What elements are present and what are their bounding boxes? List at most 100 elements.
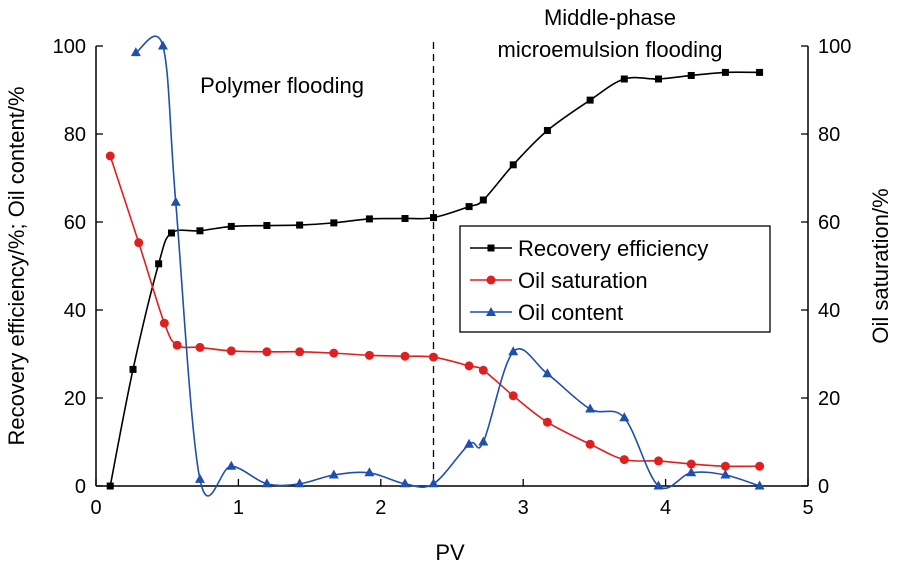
- point-recovery-efficiency-16: [586, 96, 594, 104]
- legend-label-oil-content: Oil content: [518, 300, 623, 325]
- point-recovery-efficiency-1: [129, 365, 137, 373]
- x-tick-label-4: 4: [660, 497, 671, 519]
- point-oil-content-1: [157, 40, 168, 50]
- series-recovery-efficiency: [106, 68, 764, 490]
- point-oil-content-19: [720, 469, 731, 479]
- point-oil-saturation-8: [329, 348, 339, 358]
- legend-label-oil-saturation: Oil saturation: [518, 268, 648, 293]
- point-oil-content-10: [428, 478, 439, 488]
- point-oil-saturation-16: [585, 439, 595, 449]
- point-oil-saturation-15: [542, 417, 552, 427]
- point-recovery-efficiency-9: [365, 215, 373, 223]
- x-tick-label-0: 0: [90, 497, 101, 519]
- y-right-tick-label-40: 40: [818, 300, 840, 322]
- x-tick-label-2: 2: [375, 497, 386, 519]
- point-oil-saturation-1: [134, 238, 144, 248]
- legend-marker-oil-saturation: [486, 275, 496, 285]
- y-left-tick-label-60: 60: [64, 212, 86, 234]
- point-oil-content-4: [226, 460, 237, 470]
- point-oil-content-9: [400, 478, 411, 488]
- point-recovery-efficiency-5: [227, 222, 235, 230]
- x-axis-title: PV: [435, 540, 465, 565]
- point-recovery-efficiency-7: [296, 221, 304, 229]
- legend: Recovery efficiency Oil saturation Oil c…: [459, 225, 771, 333]
- point-recovery-efficiency-14: [509, 161, 517, 169]
- point-oil-saturation-3: [172, 340, 182, 350]
- point-oil-content-8: [364, 467, 375, 477]
- plot-frame: [95, 46, 809, 487]
- point-recovery-efficiency-6: [263, 222, 271, 230]
- y-left-tick-label-80: 80: [64, 124, 86, 146]
- legend-label-recovery-efficiency: Recovery efficiency: [518, 236, 708, 261]
- point-oil-saturation-2: [159, 318, 169, 328]
- point-oil-content-0: [130, 47, 141, 57]
- y-right-tick-label-100: 100: [818, 36, 851, 58]
- y-right-tick-label-20: 20: [818, 388, 840, 410]
- legend-item-oil-content: Oil content: [470, 300, 623, 325]
- series-layer: [105, 35, 765, 497]
- point-oil-saturation-19: [686, 459, 696, 469]
- point-oil-content-12: [478, 436, 489, 446]
- point-recovery-efficiency-2: [155, 260, 163, 268]
- point-recovery-efficiency-3: [167, 229, 175, 237]
- point-recovery-efficiency-20: [721, 68, 729, 76]
- y-right-tick-label-80: 80: [818, 124, 840, 146]
- y-left-tick-label-100: 100: [53, 36, 86, 58]
- series-oil-content: [130, 35, 765, 497]
- annotation-microemulsion-line2: microemulsion flooding: [498, 37, 723, 62]
- point-recovery-efficiency-11: [429, 214, 437, 222]
- point-oil-content-5: [261, 478, 272, 488]
- point-recovery-efficiency-15: [543, 126, 551, 134]
- point-recovery-efficiency-4: [196, 227, 204, 235]
- y-right-tick-label-60: 60: [818, 212, 840, 234]
- series-line-oil-content: [135, 35, 760, 497]
- point-oil-saturation-5: [226, 346, 236, 356]
- x-tick-label-5: 5: [802, 497, 813, 519]
- point-oil-saturation-6: [262, 347, 272, 357]
- point-oil-saturation-20: [720, 461, 730, 471]
- point-oil-saturation-18: [653, 456, 663, 466]
- y-axis-title-right: Oil saturation/%: [868, 188, 893, 343]
- series-oil-saturation: [105, 151, 765, 471]
- legend-marker-oil-content: [486, 307, 496, 316]
- point-oil-saturation-9: [364, 350, 374, 360]
- point-oil-saturation-14: [508, 391, 518, 401]
- point-oil-saturation-21: [755, 461, 765, 471]
- y-left-tick-label-0: 0: [75, 476, 86, 498]
- point-recovery-efficiency-13: [479, 196, 487, 204]
- x-tick-label-1: 1: [233, 497, 244, 519]
- point-oil-content-18: [686, 467, 697, 477]
- point-oil-content-17: [653, 480, 664, 490]
- y-axis-title-left: Recovery efficiency/%; Oil content/%: [4, 86, 29, 445]
- point-oil-content-6: [294, 478, 305, 488]
- point-oil-content-2: [170, 196, 181, 206]
- point-oil-content-14: [542, 368, 553, 378]
- point-oil-content-3: [194, 473, 205, 483]
- point-oil-content-11: [464, 438, 475, 448]
- y-left-tick-label-20: 20: [64, 388, 86, 410]
- point-oil-saturation-17: [619, 455, 629, 465]
- point-oil-content-7: [328, 469, 339, 479]
- point-oil-content-15: [585, 403, 596, 413]
- point-oil-saturation-13: [478, 365, 488, 375]
- point-recovery-efficiency-21: [756, 68, 764, 76]
- legend-box: [459, 225, 771, 333]
- legend-marker-recovery-efficiency: [487, 244, 495, 252]
- point-oil-saturation-4: [195, 342, 205, 352]
- point-oil-content-20: [754, 480, 765, 490]
- point-oil-saturation-11: [428, 352, 438, 362]
- point-oil-saturation-7: [295, 347, 305, 357]
- point-oil-content-16: [619, 412, 630, 422]
- annotation-polymer-flooding: Polymer flooding: [200, 73, 364, 98]
- point-oil-saturation-12: [464, 361, 474, 371]
- y-left-tick-label-40: 40: [64, 300, 86, 322]
- annotation-microemulsion-line1: Middle-phase: [544, 5, 676, 30]
- point-recovery-efficiency-8: [330, 219, 338, 227]
- legend-item-recovery-efficiency: Recovery efficiency: [470, 236, 708, 261]
- legend-item-oil-saturation: Oil saturation: [470, 268, 648, 293]
- x-tick-label-3: 3: [518, 497, 529, 519]
- point-oil-saturation-0: [105, 151, 115, 161]
- point-recovery-efficiency-10: [401, 214, 409, 222]
